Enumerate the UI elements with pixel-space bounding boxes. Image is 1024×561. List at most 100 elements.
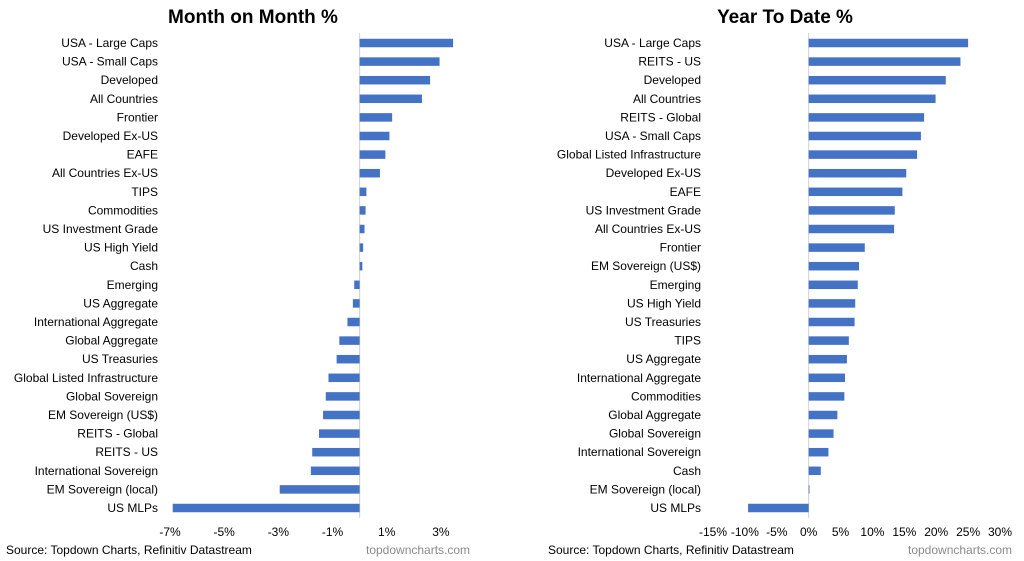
x-tick-label: 5%	[832, 525, 850, 539]
bar	[359, 57, 440, 66]
x-tick-label: -5%	[214, 525, 236, 539]
category-label: Global Listed Infrastructure	[14, 371, 158, 385]
bar	[808, 75, 946, 85]
bar	[310, 466, 360, 476]
category-label: Developed	[644, 73, 701, 87]
bar	[359, 187, 367, 197]
bar	[808, 113, 925, 122]
bar	[359, 261, 363, 271]
category-label: All Countries Ex-US	[595, 222, 701, 236]
category-label: International Sovereign	[578, 445, 701, 459]
year-to-date-chart: Year To Date % USA - Large Caps REITS - US…	[512, 0, 1024, 561]
bar	[359, 243, 364, 252]
category-label: Commodities	[631, 389, 701, 403]
left-footer: Source: Topdown Charts, Refinitiv Datast…	[6, 543, 470, 557]
category-label: US MLPs	[107, 501, 158, 515]
category-label: REITS - Global	[620, 110, 701, 124]
bar	[808, 168, 907, 178]
bar	[808, 280, 858, 290]
bar	[808, 429, 834, 438]
bar	[319, 429, 360, 438]
category-label: Global Aggregate	[608, 408, 701, 422]
category-label: All Countries	[90, 92, 158, 106]
category-label: USA - Small Caps	[605, 129, 701, 143]
bar	[808, 206, 895, 215]
chart-title: Month on Month %	[168, 7, 338, 28]
category-label: Emerging	[107, 278, 158, 292]
bar	[808, 57, 961, 66]
bar	[328, 373, 360, 383]
bar	[359, 113, 393, 122]
bar	[808, 447, 829, 457]
bar	[808, 224, 895, 234]
x-tick-label: -1%	[322, 525, 344, 539]
x-tick-label: 3%	[432, 525, 450, 539]
category-label: EM Sovereign (local)	[47, 482, 158, 496]
x-tick-label: 15%	[892, 525, 916, 539]
category-label: Global Sovereign	[66, 389, 158, 403]
x-tick-label: 30%	[988, 525, 1012, 539]
category-label: US Aggregate	[83, 296, 158, 310]
source-note: Source: Topdown Charts, Refinitiv Datast…	[6, 543, 252, 557]
category-label: REITS - US	[638, 55, 701, 69]
category-label: International Aggregate	[577, 371, 701, 385]
bar	[312, 447, 360, 457]
bar	[808, 131, 921, 141]
category-label: Frontier	[660, 241, 701, 255]
category-label: US MLPs	[650, 501, 701, 515]
bar	[808, 299, 856, 308]
x-tick-label: 20%	[924, 525, 948, 539]
x-tick-label: 1%	[378, 525, 396, 539]
bar	[339, 336, 360, 345]
bar	[808, 187, 903, 197]
bar	[279, 485, 360, 494]
x-tick-label: -3%	[268, 525, 290, 539]
category-label: EM Sovereign (local)	[590, 482, 701, 496]
category-label: EAFE	[670, 185, 701, 199]
brand-watermark: topdowncharts.com	[366, 543, 470, 557]
category-label: EAFE	[127, 148, 158, 162]
bar	[352, 299, 360, 308]
category-label: US Treasuries	[625, 315, 701, 329]
category-label: Developed Ex-US	[606, 166, 701, 180]
bar	[808, 261, 860, 271]
category-label: Developed Ex-US	[63, 129, 158, 143]
bar	[808, 94, 936, 104]
bar	[808, 354, 847, 364]
category-label: International Sovereign	[35, 464, 158, 478]
bar	[808, 392, 845, 401]
category-label: REITS - US	[95, 445, 158, 459]
x-tick-label: -10%	[731, 525, 759, 539]
bar	[359, 206, 366, 215]
month-on-month-chart: Month on Month % USA - Large Caps USA - Sm…	[6, 7, 470, 557]
category-label: TIPS	[674, 334, 701, 348]
bar	[808, 150, 918, 159]
x-tick-label: 25%	[956, 525, 980, 539]
category-label: US Aggregate	[626, 352, 701, 366]
x-tick-label: -7%	[159, 525, 181, 539]
brand-watermark: topdowncharts.com	[908, 543, 1012, 557]
bar	[359, 224, 365, 234]
bar	[347, 317, 360, 327]
bar	[808, 243, 865, 252]
bar	[359, 38, 454, 48]
source-note: Source: Topdown Charts, Refinitiv Datast…	[548, 543, 794, 557]
category-label: Global Sovereign	[609, 427, 701, 441]
category-label: EM Sovereign (US$)	[48, 408, 158, 422]
bar	[808, 410, 838, 420]
category-label: USA - Large Caps	[61, 36, 158, 50]
bar	[359, 94, 422, 104]
category-label: EM Sovereign (US$)	[591, 259, 701, 273]
category-label: Global Listed Infrastructure	[557, 148, 701, 162]
chart-title: Year To Date %	[717, 7, 853, 28]
category-label: Developed	[101, 73, 158, 87]
bar	[808, 373, 846, 383]
category-label: US Investment Grade	[586, 203, 702, 217]
category-label: US High Yield	[84, 241, 158, 255]
bar	[336, 354, 360, 364]
year-to-date-chart-svg: Year To Date % USA - Large Caps REITS - US…	[557, 7, 1012, 539]
right-footer: Source: Topdown Charts, Refinitiv Datast…	[548, 543, 1012, 557]
bar	[359, 75, 431, 85]
bar	[808, 466, 821, 476]
category-label: Global Aggregate	[65, 334, 158, 348]
